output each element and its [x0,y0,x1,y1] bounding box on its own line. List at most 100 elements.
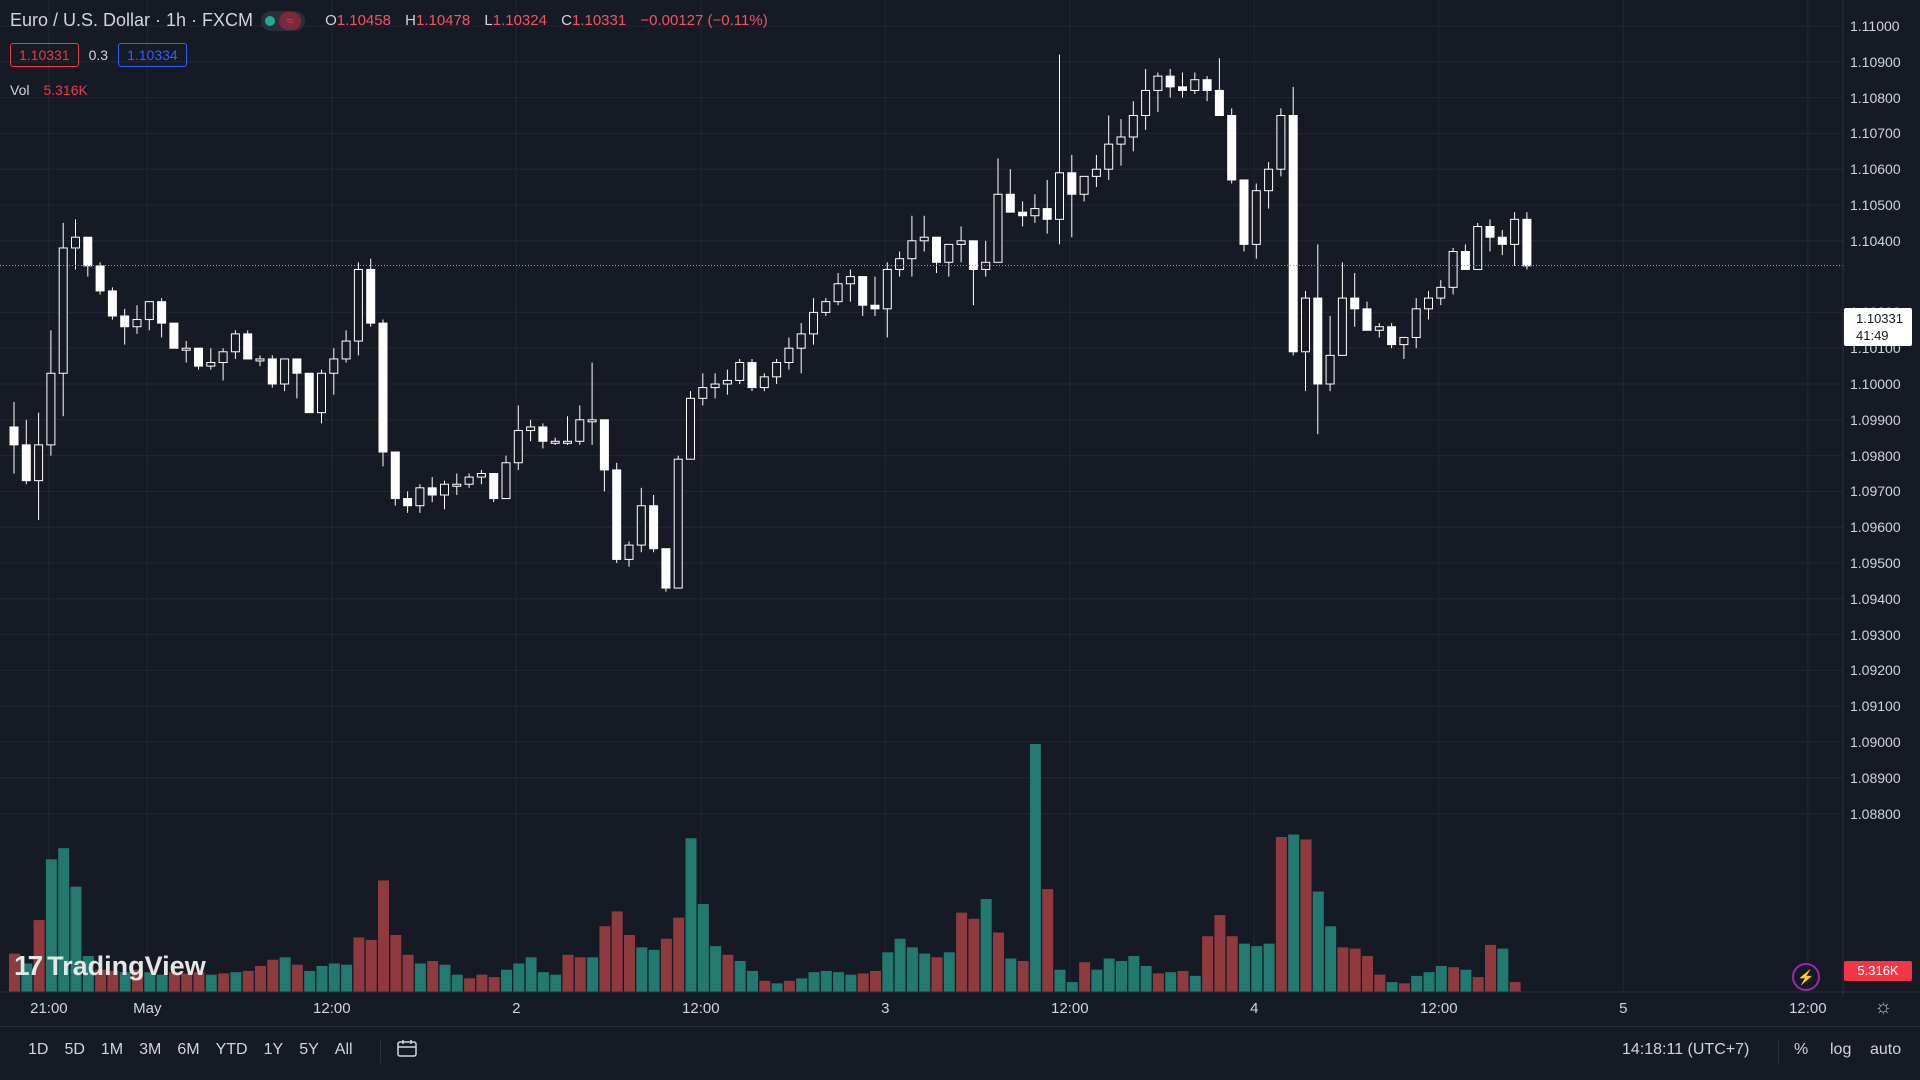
volume-bar [1374,974,1386,992]
range-1y[interactable]: 1Y [263,1041,284,1058]
volume-bar [1202,936,1214,992]
volume-bar [1128,956,1140,992]
volume-bar [1325,926,1337,992]
volume-bar [95,969,107,992]
time-tick-label: May [133,1000,162,1017]
candle-down [858,276,868,306]
go-to-date-icon[interactable] [396,1039,418,1064]
candle-down [378,322,388,453]
volume-bar [45,859,57,992]
volume-bar [857,973,869,992]
volume-bar [501,969,512,992]
volume-bar [537,972,549,992]
candle-up [1510,218,1520,245]
candle-down [403,498,413,507]
candle-down [1350,297,1360,310]
candle-up [1325,354,1335,385]
candle-down [1227,115,1237,181]
open-key: O [325,12,337,29]
price-tick-label: 1.08900 [1850,769,1901,786]
price-chart[interactable] [0,0,1920,1026]
buy-button[interactable]: 1.10334 [118,43,187,67]
range-6m[interactable]: 6M [177,1041,200,1058]
range-5y[interactable]: 5Y [299,1041,319,1058]
candle-up [1337,297,1347,356]
price-tick-label: 1.10500 [1850,197,1901,213]
time-tick-label: 3 [881,1000,890,1017]
candle-down [1042,208,1052,220]
time-tick-label: 12:00 [1789,1000,1827,1017]
volume-bar [759,980,771,992]
volume-bar [956,912,968,992]
volume-bar [1472,977,1484,992]
range-ytd[interactable]: YTD [215,1041,248,1058]
range-all[interactable]: All [334,1041,353,1058]
candle-up [956,240,966,245]
range-1d[interactable]: 1D [28,1041,49,1058]
volume-bar [673,917,685,992]
settings-gear-icon[interactable]: ☼ [1874,996,1893,1018]
market-status-pill[interactable]: ≈ [261,10,306,31]
sell-button[interactable]: 1.10331 [10,43,79,67]
volume-bar [168,972,180,992]
volume-bar [919,953,931,992]
candle-down [83,236,93,267]
time-tick-label: 12:00 [313,1000,351,1017]
price-tick-label: 1.10000 [1850,376,1901,392]
candle-down [538,426,548,442]
candle-up [280,358,290,385]
volume-bar [1165,972,1177,992]
candle-down [194,347,203,367]
percent-scale-toggle[interactable]: % [1794,1041,1809,1058]
candle-down [599,419,609,471]
volume-bar [427,961,439,992]
candle-up [784,347,794,364]
volume-bar [439,964,451,992]
volume-bar [1497,948,1509,992]
clock-timezone[interactable]: 14:18:11 (UTC+7) [1622,1041,1750,1058]
candle-up [1116,136,1126,145]
volume-bar [1239,943,1250,992]
candle-down [427,487,437,496]
range-5d[interactable]: 5D [64,1041,85,1058]
volume-bar [1460,969,1472,992]
volume-bar [193,972,205,992]
volume-bar [808,972,820,992]
volume-legend[interactable]: Vol 5.316K [10,82,88,98]
volume-bar [119,972,131,992]
candle-up [1276,115,1286,170]
candle-up [563,440,572,444]
range-selector: 1D 5D 1M 3M 6M YTD 1Y 5Y All [20,1041,361,1059]
range-3m[interactable]: 3M [139,1041,162,1058]
candle-down [1018,211,1028,217]
tradingview-logo-icon: 17 [14,950,43,981]
price-tick-label: 1.09700 [1850,483,1901,500]
candle-down [968,240,978,270]
volume-bar [1362,956,1373,992]
market-open-icon [265,15,276,26]
range-1m[interactable]: 1M [100,1041,124,1058]
candle-up [1399,336,1409,346]
price-tick-label: 1.10800 [1850,89,1901,106]
candle-up [1141,89,1151,117]
volume-bar [1214,915,1226,992]
candle-up [1091,168,1101,177]
volume-bar [833,972,845,992]
volume-bar [660,938,672,992]
volume-bar [525,957,537,992]
tradingview-logo[interactable]: 17 TradingView [14,950,206,982]
volume-bar [451,974,463,992]
candle-up [1055,172,1064,220]
grid-lines [0,0,1843,992]
price-tick-label: 1.09900 [1850,411,1901,428]
candle-down [120,315,130,328]
volume-bar [796,978,808,992]
candle-up [1374,326,1384,331]
auto-scale-toggle[interactable]: auto [1870,1041,1902,1058]
candle-down [1178,86,1187,91]
volume-bar [1029,744,1041,992]
log-scale-toggle[interactable]: log [1830,1041,1852,1058]
volume-bar [993,932,1004,992]
symbol-title[interactable]: Euro / U.S. Dollar · 1h · FXCM [10,10,254,30]
lightning-icon[interactable]: ⚡ [1792,963,1820,991]
